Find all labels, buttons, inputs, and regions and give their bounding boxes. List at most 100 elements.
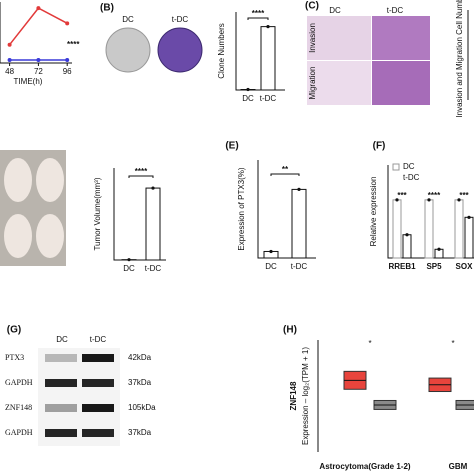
x-tick-label: 72 <box>34 67 43 76</box>
column-label: t-DC <box>90 335 107 344</box>
bracket <box>270 173 300 176</box>
x-tick-label: 96 <box>63 67 72 76</box>
group-label: Astrocytoma(Grade 1-2) <box>319 462 410 471</box>
band <box>82 379 114 387</box>
row-label: ZNF148 <box>5 403 32 412</box>
significance: *** <box>459 191 469 200</box>
legend-swatch <box>392 163 400 171</box>
image-label: DC <box>122 15 134 24</box>
significance: **** <box>67 40 80 49</box>
image-label: t-DC <box>172 15 189 24</box>
significance: * <box>368 339 371 348</box>
band <box>45 429 77 437</box>
significance: ** <box>282 165 289 174</box>
size-label: 105kDa <box>128 403 156 412</box>
dish-tdc <box>157 27 203 73</box>
panel-label: (B) <box>100 3 114 14</box>
axis <box>387 165 474 259</box>
dot <box>246 87 250 92</box>
legend-label: DC <box>403 162 415 171</box>
size-label: 37kDa <box>128 378 152 387</box>
significance: * <box>451 339 454 348</box>
bracket <box>247 17 269 20</box>
micro-tdc-mig <box>372 61 430 105</box>
row-label: Migration <box>308 67 317 100</box>
x-tick-label: DC <box>265 262 277 271</box>
band <box>45 354 77 362</box>
point <box>65 57 70 62</box>
micro-dc-inv <box>307 16 371 60</box>
x-tick-label: SP5 <box>426 262 442 271</box>
band <box>45 379 77 387</box>
bracket <box>128 175 154 178</box>
y-axis-label: ZNF148 <box>289 381 298 410</box>
axis <box>0 2 72 64</box>
micro-tdc-inv <box>372 16 430 60</box>
significance: **** <box>135 167 148 176</box>
row-label: PTX3 <box>5 353 24 362</box>
axis <box>257 160 316 259</box>
dot <box>269 249 273 254</box>
y-axis-label: Expression of PTX3(%) <box>237 167 246 250</box>
panel-label: (H) <box>283 325 297 336</box>
band <box>82 354 114 362</box>
point <box>65 21 70 26</box>
x-tick-label: 48 <box>5 67 14 76</box>
column-label: DC <box>329 6 341 15</box>
group-label: GBM <box>449 462 468 471</box>
bar <box>392 199 402 259</box>
dot <box>127 258 131 262</box>
dot <box>395 198 399 202</box>
dot <box>297 187 301 191</box>
mice <box>4 158 64 258</box>
significance: **** <box>428 191 441 200</box>
x-tick-label: DC <box>123 264 135 273</box>
row-label: GAPDH <box>5 428 33 437</box>
x-tick-label: t-DC <box>291 262 308 271</box>
x-tick-label: t-DC <box>145 264 162 273</box>
axis-note: Expression – log₂(TPM + 1) <box>301 347 310 445</box>
dot <box>457 198 461 202</box>
band <box>82 429 114 437</box>
point <box>36 57 41 62</box>
dish-dc <box>105 27 151 73</box>
y-axis-label: Relative expression <box>369 177 378 247</box>
y-axis-label: Tumor Volume(mm³) <box>93 177 102 250</box>
micro-dc-mig <box>307 61 371 105</box>
legend-swatch <box>393 175 399 181</box>
dot <box>266 25 270 29</box>
dot <box>405 233 409 237</box>
point <box>7 57 12 62</box>
dot <box>427 198 431 202</box>
band <box>45 404 77 412</box>
row-label: Invasion <box>308 23 317 53</box>
dot <box>437 247 441 251</box>
panel-label: (C) <box>305 1 319 12</box>
y-axis-label: Invasion and Migration Cell Numbers <box>455 0 464 118</box>
bar <box>454 199 464 259</box>
band <box>82 404 114 412</box>
significance: *** <box>397 191 407 200</box>
panel-label: (E) <box>225 141 238 152</box>
size-label: 42kDa <box>128 353 152 362</box>
significance: **** <box>252 9 265 18</box>
legend-label: t-DC <box>403 173 420 182</box>
panel-label: (G) <box>7 325 21 336</box>
x-tick-label: t-DC <box>260 94 277 103</box>
point <box>36 6 41 11</box>
y-axis-label: Clone Numbers <box>217 23 226 79</box>
dot <box>151 186 155 190</box>
x-tick-label: DC <box>242 94 254 103</box>
x-tick-label: SOX <box>456 262 474 271</box>
panel-label: (F) <box>373 141 386 152</box>
row-label: GAPDH <box>5 378 33 387</box>
bar <box>260 26 276 91</box>
size-label: 37kDa <box>128 428 152 437</box>
bar <box>145 187 161 261</box>
line <box>9 7 68 46</box>
bar <box>291 188 307 259</box>
bar <box>464 216 474 259</box>
column-label: t-DC <box>387 6 404 15</box>
x-tick-label: RREB1 <box>388 262 416 271</box>
